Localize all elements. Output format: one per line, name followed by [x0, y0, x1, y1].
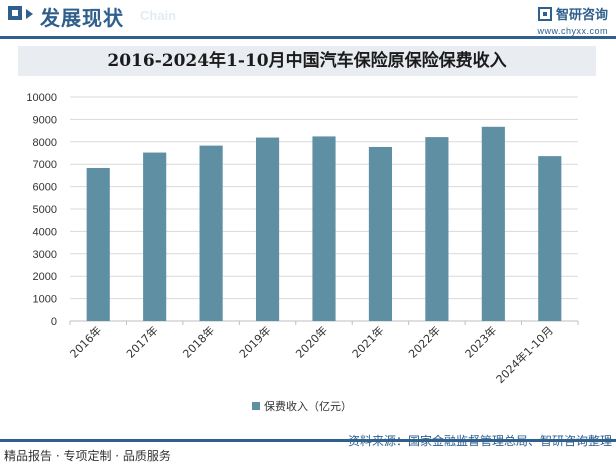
brand-logo-icon: [537, 6, 552, 21]
y-tick-label: 10000: [26, 92, 57, 104]
legend-swatch: [252, 402, 260, 410]
y-tick-label: 2000: [33, 271, 57, 283]
bar: [143, 152, 167, 321]
x-tick-label: 2022年: [406, 323, 443, 360]
y-tick-label: 8000: [33, 137, 57, 149]
y-tick-label: 0: [51, 316, 57, 328]
header: 发展现状 Chain: [0, 0, 616, 34]
x-tick-label: 2018年: [180, 323, 217, 360]
x-tick-label: 2023年: [462, 323, 499, 360]
bar: [199, 145, 223, 321]
y-tick-label: 9000: [33, 114, 57, 126]
brand: 智研咨询 www.chyxx.com: [537, 4, 608, 36]
bar: [481, 126, 505, 322]
x-tick-label: 2024年1-10月: [493, 323, 556, 386]
y-tick-label: 6000: [33, 182, 57, 194]
brand-logo-row: 智研咨询: [537, 4, 608, 23]
bar: [312, 136, 336, 321]
x-tick-label: 2017年: [123, 323, 160, 360]
chart-title: 2016-2024年1-10月中国汽车保险原保险保费收入: [18, 46, 596, 76]
brand-url: www.chyxx.com: [537, 26, 608, 36]
section-arrow-icon: [26, 9, 33, 19]
bar: [368, 146, 393, 321]
y-tick-label: 4000: [33, 226, 57, 238]
footer-tagline: 精品报告 · 专项定制 · 品质服务: [4, 449, 171, 463]
section-square-icon: [8, 6, 22, 20]
x-tick-label: 2019年: [236, 323, 273, 360]
bar: [425, 137, 449, 321]
y-tick-label: 5000: [33, 204, 57, 216]
legend-label: 保费收入（亿元）: [264, 399, 352, 413]
bar: [255, 137, 280, 321]
bar: [538, 156, 562, 321]
bar-chart: 0 1000 2000 3000 4000 5000 6000 7000 8000 9000 100…: [26, 92, 579, 413]
section-subtitle: Chain: [140, 8, 177, 23]
footer-divider: [0, 439, 616, 442]
x-tick-label: 2016年: [67, 323, 104, 360]
x-tick-label: 2020年: [293, 323, 330, 360]
y-tick-label: 7000: [33, 159, 57, 171]
y-tick-label: 1000: [33, 294, 57, 306]
brand-name: 智研咨询: [555, 8, 608, 23]
bar: [86, 168, 110, 321]
x-tick-label: 2021年: [349, 323, 386, 360]
header-divider: [0, 36, 616, 39]
section-title: 发展现状: [40, 6, 124, 30]
y-tick-label: 3000: [33, 249, 57, 261]
